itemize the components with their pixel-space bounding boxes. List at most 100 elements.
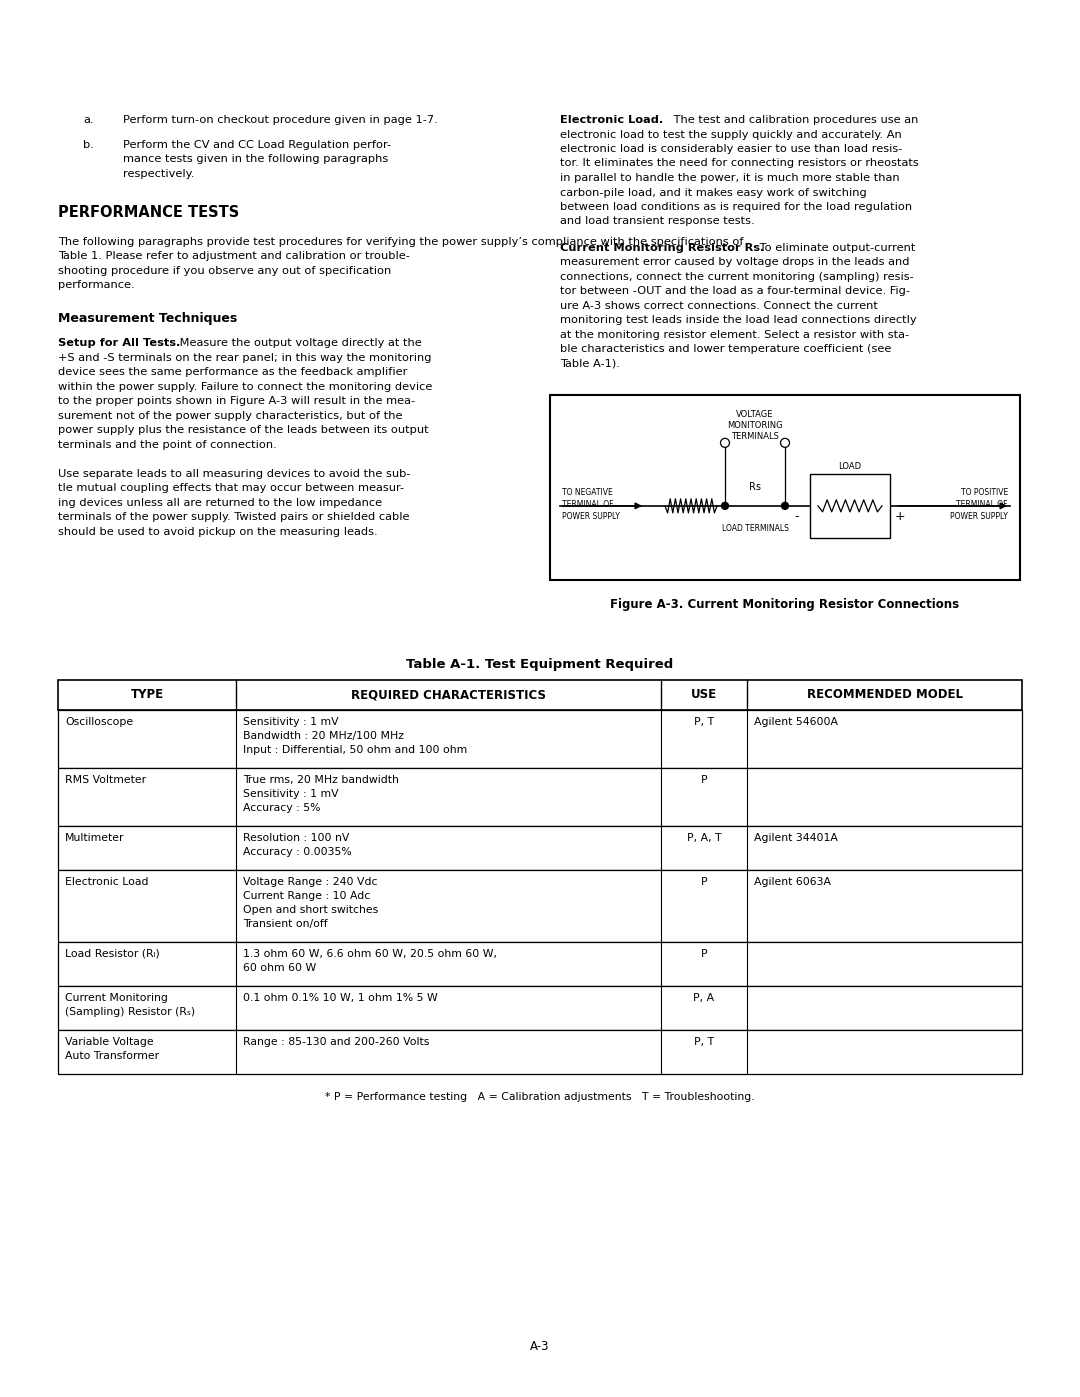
Bar <box>550 395 1020 580</box>
Text: To eliminate output-current: To eliminate output-current <box>756 243 916 253</box>
Text: VOLTAGE: VOLTAGE <box>737 409 773 419</box>
Text: tor. It eliminates the need for connecting resistors or rheostats: tor. It eliminates the need for connecti… <box>561 158 919 169</box>
Text: electronic load to test the supply quickly and accurately. An: electronic load to test the supply quick… <box>561 130 902 140</box>
Text: 60 ohm 60 W: 60 ohm 60 W <box>243 963 316 972</box>
Text: between load conditions as is required for the load regulation: between load conditions as is required f… <box>561 203 913 212</box>
Text: power supply plus the resistance of the leads between its output: power supply plus the resistance of the … <box>58 425 429 436</box>
Text: Table 1. Please refer to adjustment and calibration or trouble-: Table 1. Please refer to adjustment and … <box>58 251 410 261</box>
Circle shape <box>782 503 788 510</box>
Text: Load Resistor (Rₗ): Load Resistor (Rₗ) <box>65 949 160 958</box>
Text: A-3: A-3 <box>530 1340 550 1354</box>
Text: to the proper points shown in Figure A-3 will result in the mea-: to the proper points shown in Figure A-3… <box>58 397 415 407</box>
Text: P, A: P, A <box>693 993 715 1003</box>
Text: Variable Voltage: Variable Voltage <box>65 1037 153 1046</box>
Text: within the power supply. Failure to connect the monitoring device: within the power supply. Failure to conn… <box>58 381 432 391</box>
Text: Current Monitoring: Current Monitoring <box>65 993 167 1003</box>
Text: Agilent 6063A: Agilent 6063A <box>754 877 832 887</box>
Bar <box>58 768 1022 826</box>
Text: Bandwidth : 20 MHz/100 MHz: Bandwidth : 20 MHz/100 MHz <box>243 731 404 740</box>
Text: Figure A-3. Current Monitoring Resistor Connections: Figure A-3. Current Monitoring Resistor … <box>610 598 959 610</box>
Text: Electronic Load.: Electronic Load. <box>561 115 663 124</box>
Text: Accuracy : 0.0035%: Accuracy : 0.0035% <box>243 847 352 856</box>
Text: P, A, T: P, A, T <box>687 833 721 842</box>
Text: Auto Transformer: Auto Transformer <box>65 1051 159 1060</box>
Text: TERMINAL OF: TERMINAL OF <box>562 500 613 509</box>
Text: Sensitivity : 1 mV: Sensitivity : 1 mV <box>243 717 339 726</box>
Text: b.: b. <box>83 140 94 149</box>
Text: Measurement Techniques: Measurement Techniques <box>58 312 238 326</box>
Text: Table A-1. Test Equipment Required: Table A-1. Test Equipment Required <box>406 658 674 671</box>
Text: terminals of the power supply. Twisted pairs or shielded cable: terminals of the power supply. Twisted p… <box>58 513 409 522</box>
Text: P, T: P, T <box>693 717 714 726</box>
Text: POWER SUPPLY: POWER SUPPLY <box>562 511 620 521</box>
Text: Perform the CV and CC Load Regulation perfor-: Perform the CV and CC Load Regulation pe… <box>123 140 391 149</box>
Bar <box>58 680 1022 710</box>
Text: ble characteristics and lower temperature coefficient (see: ble characteristics and lower temperatur… <box>561 344 891 353</box>
Text: Range : 85-130 and 200-260 Volts: Range : 85-130 and 200-260 Volts <box>243 1037 430 1046</box>
Text: in parallel to handle the power, it is much more stable than: in parallel to handle the power, it is m… <box>561 173 900 183</box>
Text: P: P <box>701 949 707 958</box>
Text: MONITORING: MONITORING <box>727 420 783 430</box>
Text: Resolution : 100 nV: Resolution : 100 nV <box>243 833 350 842</box>
Text: POWER SUPPLY: POWER SUPPLY <box>950 511 1008 521</box>
Bar <box>58 710 1022 768</box>
Text: LOAD: LOAD <box>838 462 862 471</box>
Text: * P = Performance testing   A = Calibration adjustments   T = Troubleshooting.: * P = Performance testing A = Calibratio… <box>325 1092 755 1102</box>
Text: Perform turn-on checkout procedure given in page 1-7.: Perform turn-on checkout procedure given… <box>123 115 437 124</box>
Text: monitoring test leads inside the load lead connections directly: monitoring test leads inside the load le… <box>561 316 917 326</box>
Text: terminals and the point of connection.: terminals and the point of connection. <box>58 440 276 450</box>
Text: device sees the same performance as the feedback amplifier: device sees the same performance as the … <box>58 367 407 377</box>
Text: Sensitivity : 1 mV: Sensitivity : 1 mV <box>243 789 339 799</box>
Text: Current Monitoring Resistor Rs.: Current Monitoring Resistor Rs. <box>561 243 765 253</box>
Bar <box>58 986 1022 1030</box>
Bar <box>58 1030 1022 1074</box>
Text: Agilent 54600A: Agilent 54600A <box>754 717 838 726</box>
Text: at the monitoring resistor element. Select a resistor with sta-: at the monitoring resistor element. Sele… <box>561 330 909 339</box>
Text: (Sampling) Resistor (Rₛ): (Sampling) Resistor (Rₛ) <box>65 1007 195 1017</box>
Text: ure A-3 shows correct connections. Connect the current: ure A-3 shows correct connections. Conne… <box>561 300 878 310</box>
Text: Measure the output voltage directly at the: Measure the output voltage directly at t… <box>176 338 422 348</box>
Text: TERMINALS: TERMINALS <box>731 432 779 441</box>
Text: should be used to avoid pickup on the measuring leads.: should be used to avoid pickup on the me… <box>58 527 378 536</box>
Text: True rms, 20 MHz bandwidth: True rms, 20 MHz bandwidth <box>243 775 400 785</box>
Text: tle mutual coupling effects that may occur between measur-: tle mutual coupling effects that may occ… <box>58 483 404 493</box>
Text: TO POSITIVE: TO POSITIVE <box>961 488 1008 497</box>
Text: P, T: P, T <box>693 1037 714 1046</box>
Bar <box>58 942 1022 986</box>
Text: TYPE: TYPE <box>131 689 164 701</box>
Text: shooting procedure if you observe any out of specification: shooting procedure if you observe any ou… <box>58 265 391 275</box>
Text: The test and calibration procedures use an: The test and calibration procedures use … <box>670 115 918 124</box>
Bar <box>810 474 890 538</box>
Text: Accuracy : 5%: Accuracy : 5% <box>243 803 321 813</box>
Text: surement not of the power supply characteristics, but of the: surement not of the power supply charact… <box>58 411 403 420</box>
Text: REQUIRED CHARACTERISTICS: REQUIRED CHARACTERISTICS <box>351 689 545 701</box>
Text: Oscilloscope: Oscilloscope <box>65 717 133 726</box>
Text: TERMINAL OF: TERMINAL OF <box>957 500 1008 509</box>
Text: measurement error caused by voltage drops in the leads and: measurement error caused by voltage drop… <box>561 257 909 267</box>
Text: P: P <box>701 775 707 785</box>
Text: ing devices unless all are returned to the low impedance: ing devices unless all are returned to t… <box>58 497 382 507</box>
Text: +: + <box>894 510 905 522</box>
Text: LOAD TERMINALS: LOAD TERMINALS <box>721 524 788 532</box>
Text: The following paragraphs provide test procedures for verifying the power supply’: The following paragraphs provide test pr… <box>58 237 743 247</box>
Text: 0.1 ohm 0.1% 10 W, 1 ohm 1% 5 W: 0.1 ohm 0.1% 10 W, 1 ohm 1% 5 W <box>243 993 438 1003</box>
Text: carbon-pile load, and it makes easy work of switching: carbon-pile load, and it makes easy work… <box>561 187 867 197</box>
Text: performance.: performance. <box>58 281 135 291</box>
Text: Rs: Rs <box>750 482 761 492</box>
Text: Open and short switches: Open and short switches <box>243 905 379 915</box>
Text: +S and -S terminals on the rear panel; in this way the monitoring: +S and -S terminals on the rear panel; i… <box>58 353 432 363</box>
Text: tor between -OUT and the load as a four-terminal device. Fig-: tor between -OUT and the load as a four-… <box>561 286 910 296</box>
Text: Setup for All Tests.: Setup for All Tests. <box>58 338 180 348</box>
Text: and load transient response tests.: and load transient response tests. <box>561 217 755 226</box>
Text: Multimeter: Multimeter <box>65 833 124 842</box>
Text: Current Range : 10 Adc: Current Range : 10 Adc <box>243 891 370 901</box>
Circle shape <box>721 503 729 510</box>
Text: mance tests given in the following paragraphs: mance tests given in the following parag… <box>123 154 388 165</box>
Text: Electronic Load: Electronic Load <box>65 877 149 887</box>
Bar <box>58 826 1022 870</box>
Text: electronic load is considerably easier to use than load resis-: electronic load is considerably easier t… <box>561 144 903 154</box>
Text: Voltage Range : 240 Vdc: Voltage Range : 240 Vdc <box>243 877 378 887</box>
Text: a.: a. <box>83 115 94 124</box>
Text: Agilent 34401A: Agilent 34401A <box>754 833 838 842</box>
Text: respectively.: respectively. <box>123 169 194 179</box>
